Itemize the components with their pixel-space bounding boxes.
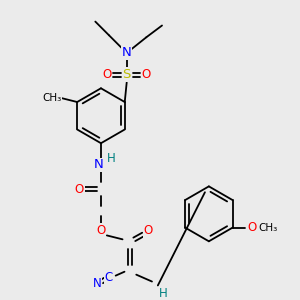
Text: O: O bbox=[75, 183, 84, 196]
Text: O: O bbox=[103, 68, 112, 81]
Text: CH₃: CH₃ bbox=[258, 223, 278, 232]
Text: O: O bbox=[143, 224, 153, 237]
Text: O: O bbox=[96, 224, 106, 237]
Text: N: N bbox=[122, 46, 132, 59]
Text: H: H bbox=[159, 287, 168, 300]
Text: C: C bbox=[105, 271, 113, 284]
Text: O: O bbox=[248, 221, 257, 234]
Text: N: N bbox=[94, 158, 104, 171]
Text: H: H bbox=[107, 152, 116, 165]
Text: S: S bbox=[122, 68, 131, 81]
Text: N: N bbox=[93, 277, 101, 290]
Text: CH₃: CH₃ bbox=[42, 93, 61, 103]
Text: O: O bbox=[142, 68, 151, 81]
